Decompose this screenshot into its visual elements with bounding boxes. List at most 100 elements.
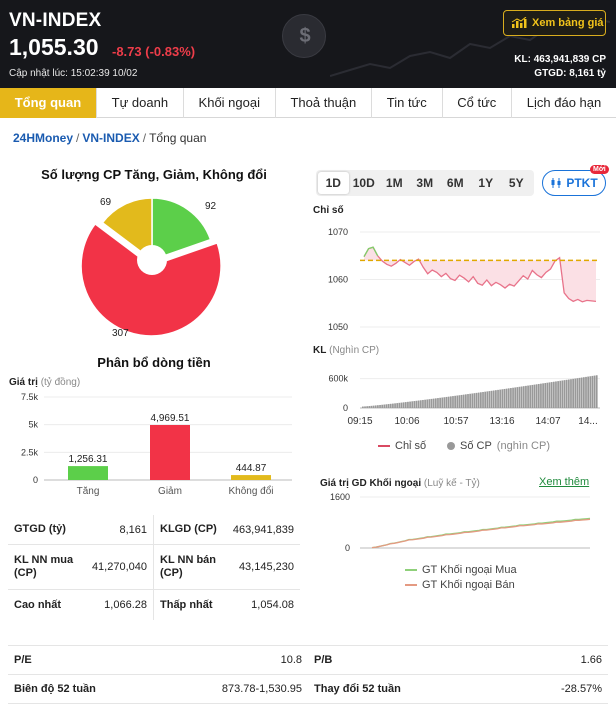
period-1y[interactable]: 1Y	[478, 176, 494, 190]
volume-bar	[452, 396, 454, 408]
volume-bar	[512, 387, 514, 408]
volume-bar	[368, 406, 371, 408]
volume-bar	[484, 391, 487, 408]
volume-bar	[482, 391, 484, 408]
volume-bar	[546, 382, 549, 408]
breadcrumb-index[interactable]: VN-INDEX	[82, 131, 140, 145]
ratio-row: P/E 10.8 P/B 1.66	[8, 645, 608, 675]
intraday-index-chart: 1070 1060 1050	[328, 227, 600, 332]
volume-bar	[580, 377, 583, 408]
see-more-link[interactable]: Xem thêm	[539, 476, 590, 488]
ratio-pb: P/B 1.66	[308, 654, 608, 667]
candlestick-icon	[551, 178, 561, 188]
period-1m[interactable]: 1M	[385, 176, 403, 190]
volume-bar	[402, 402, 405, 408]
flow-axis-unit: (tỷ đồng)	[40, 377, 81, 388]
foreign-y-tick: 0	[345, 543, 350, 553]
breadcrumb-separator: /	[142, 131, 147, 145]
period-6m[interactable]: 6M	[446, 176, 464, 190]
volume-bar	[559, 380, 562, 408]
price-y-tick: 1070	[328, 227, 348, 237]
volume-bar	[495, 390, 497, 408]
volume-bar	[374, 405, 377, 408]
tab-foreign[interactable]: Khối ngoại	[184, 88, 276, 118]
foreign-title-text: Giá trị GD Khối ngoại	[320, 478, 422, 489]
volume-bar	[447, 396, 450, 408]
volume-bar	[437, 398, 439, 408]
volume-x-tick: 14...	[578, 416, 597, 427]
volume-bar	[428, 399, 431, 408]
bar-y-tick: 0	[33, 475, 38, 485]
breadcrumb-home[interactable]: 24HMoney	[13, 131, 74, 145]
index-price: 1,055.30	[9, 34, 99, 60]
price-y-tick: 1050	[328, 322, 348, 332]
volume-bar	[548, 382, 551, 408]
pie-label-up: 92	[205, 201, 217, 212]
pie-slice-flat	[101, 197, 153, 262]
volume-x-tick: 09:15	[347, 416, 372, 427]
volume-bar	[417, 400, 420, 408]
stat-value: 43,145,230	[238, 561, 294, 573]
pie-slice-down	[80, 222, 222, 337]
volume-bar	[486, 391, 489, 408]
tab-bar: Tổng quan Tự doanh Khối ngoại Thoả thuận…	[0, 88, 616, 118]
legend-line-swatch	[378, 445, 390, 447]
bar-y-tick: 5k	[28, 420, 38, 430]
legend-volume: Số CP (nghìn CP)	[447, 440, 550, 452]
volume-bar	[537, 383, 540, 408]
volume-bar	[490, 390, 493, 408]
view-price-board-label: Xem bảng giá	[532, 17, 604, 29]
tab-expiry-calendar[interactable]: Lịch đáo hạn	[526, 95, 602, 110]
bar-value-label: 444.87	[236, 463, 267, 474]
volume-bar	[561, 380, 564, 408]
tab-dividend[interactable]: Cổ tức	[443, 88, 513, 118]
period-5y[interactable]: 5Y	[508, 176, 524, 190]
pie-center-hole	[137, 245, 167, 275]
volume-bar	[550, 382, 553, 408]
tab-overview[interactable]: Tổng quan	[0, 88, 97, 118]
bar-value-label: 1,256.31	[69, 454, 108, 465]
volume-bar	[419, 400, 422, 408]
stats-row: KL NN mua (CP) 41,270,040 KL NN bán (CP) 4…	[8, 545, 300, 590]
volume-bar	[507, 388, 510, 408]
period-10d[interactable]: 10D	[352, 176, 375, 190]
volume-bar	[462, 394, 465, 408]
volume-bar	[430, 398, 433, 408]
volume-y-tick: 600k	[328, 374, 348, 384]
stat-label: GTGD (tỷ)	[14, 523, 66, 535]
volume-bar	[520, 386, 523, 408]
foreign-title-unit: (Luỹ kế - Tỷ)	[423, 478, 480, 489]
ratio-value: -28.57%	[561, 682, 602, 695]
volume-bar	[389, 403, 392, 408]
volume-bar	[514, 387, 517, 408]
legend-index-label: Chỉ số	[395, 440, 427, 452]
volume-bar	[522, 386, 525, 408]
legend-foreign-sell-label: GT Khối ngoại Bán	[422, 579, 515, 591]
price-line-up-segment	[363, 246, 379, 258]
tab-negotiated[interactable]: Thoả thuận	[276, 88, 373, 118]
legend-foreign-sell: GT Khối ngoại Bán	[405, 579, 515, 591]
bar-category-label: Tăng	[77, 486, 100, 497]
breadcrumb-current: Tổng quan	[149, 131, 207, 145]
technical-analysis-button[interactable]: PTKT	[542, 170, 606, 196]
stat-label: KL NN bán (CP)	[160, 554, 217, 579]
pie-label-down: 307	[112, 328, 129, 339]
volume-chart-unit: (Nghìn CP)	[329, 345, 380, 356]
view-price-board-button[interactable]: Xem bảng giá	[503, 10, 606, 36]
volume-bar	[552, 381, 555, 408]
volume-bar	[555, 381, 557, 408]
volume-bar	[398, 402, 401, 408]
volume-bar	[492, 390, 495, 408]
period-3m[interactable]: 3M	[416, 176, 434, 190]
volume-bar	[445, 396, 448, 408]
period-1d[interactable]: 1D	[318, 172, 349, 194]
tab-proprietary[interactable]: Tự doanh	[97, 88, 184, 118]
volume-bar	[529, 385, 532, 408]
volume-bar	[415, 400, 418, 408]
tab-news[interactable]: Tin tức	[372, 88, 443, 118]
stat-label: Cao nhất	[14, 598, 62, 611]
stats-table: GTGD (tỷ) 8,161 KLGD (CP) 463,941,839 KL N…	[8, 515, 300, 620]
index-header: VN-INDEX 1,055.30 -8.73 (-0.83%) Cập nhậ…	[0, 0, 616, 88]
legend-foreign-buy-label: GT Khối ngoại Mua	[422, 564, 517, 576]
volume-bar	[591, 375, 594, 408]
